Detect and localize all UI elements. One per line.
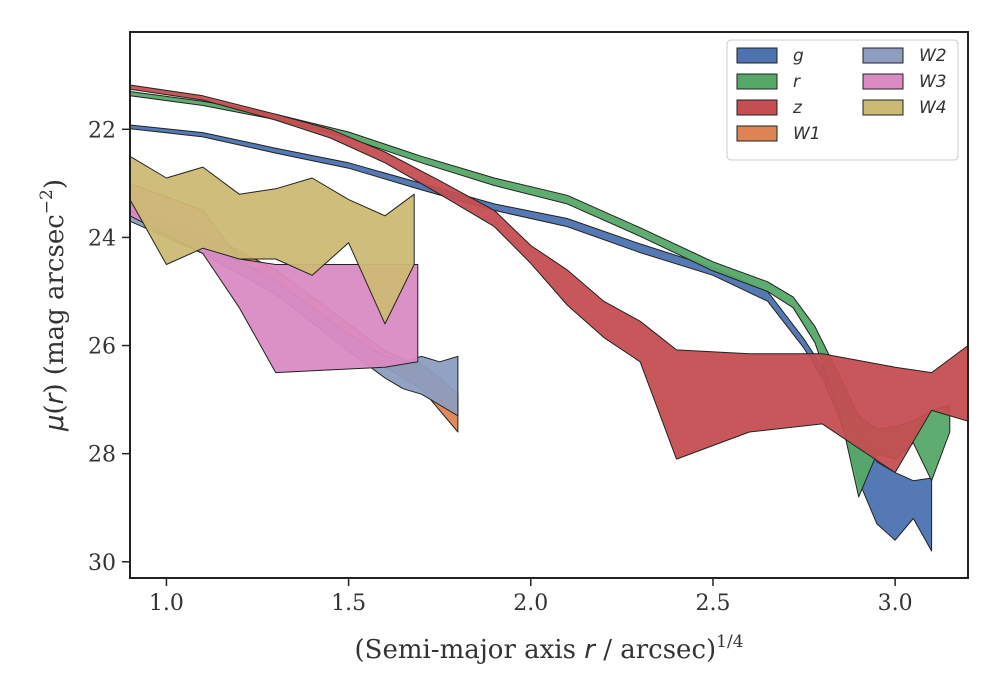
x-tick-label: 2.0 [513,591,548,616]
legend: grz W1 W2 W3 W4 [726,39,959,161]
x-tick-label: 2.5 [695,591,730,616]
y-axis-label: μ(r) (mag arcsec−2) [37,179,70,432]
y-tick-label: 26 [88,335,116,360]
band-r [130,91,951,498]
y-tick-label: 28 [88,443,116,468]
legend-swatch-z [736,99,778,116]
legend-label-w3: W3 [919,72,947,92]
axis-ticks: 1.0 1.5 2.0 2.5 3.0 22 24 26 28 30 [88,118,913,616]
legend-swatch-w2 [862,47,904,64]
legend-label-w2: W2 [919,46,947,66]
x-tick-label: 3.0 [878,591,913,616]
data-bands [130,84,968,552]
legend-swatch-r [736,73,778,90]
y-tick-label: 24 [88,226,116,251]
legend-label-w4: W4 [919,98,947,118]
x-tick-label: 1.0 [149,591,184,616]
legend-label-r: r [793,72,801,92]
legend-swatch-g [736,47,778,64]
band-z [130,84,968,474]
legend-swatch-w4 [862,99,904,116]
band-w4 [130,155,415,325]
y-tick-label: 30 [88,551,116,576]
legend-box [726,39,959,161]
legend-swatch-w1 [736,125,778,142]
legend-label-w1: W1 [793,124,821,144]
legend-swatch-w3 [862,73,904,90]
plot-frame [129,31,969,579]
legend-label-g: g [793,46,804,66]
y-tick-label: 22 [88,118,116,143]
x-axis-label: (Semi-major axis r / arcsec)1/4 [354,632,743,665]
x-tick-label: 1.5 [331,591,366,616]
legend-label-z: z [792,98,803,118]
